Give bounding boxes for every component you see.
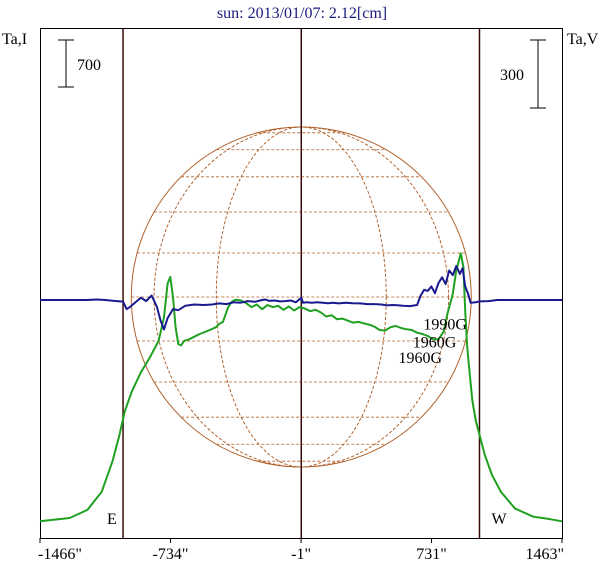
- x-tick-label: -734": [153, 546, 189, 563]
- x-tick-label: 1463": [525, 546, 564, 563]
- x-tick-labels: -1466" -734" -1" 731" 1463": [38, 538, 564, 563]
- right-axis-label: Ta,V: [567, 31, 599, 48]
- field-strength-annotation: 1960G: [413, 334, 457, 351]
- right-scale-value: 300: [500, 67, 524, 84]
- polarization-series: [40, 265, 562, 331]
- right-scale-bar: [530, 39, 546, 109]
- left-scale-bar: [58, 39, 74, 88]
- x-tick-label: 731": [416, 546, 447, 563]
- limb-label: E: [107, 511, 117, 528]
- longitude-line: [153, 126, 449, 468]
- field-strength-annotation: 1990G: [423, 316, 467, 333]
- left-axis-label: Ta,I: [2, 31, 27, 48]
- x-tick-label: -1": [291, 546, 311, 563]
- limb-label: W: [491, 511, 507, 528]
- left-scale-value: 700: [77, 57, 101, 74]
- series-layer: [39, 252, 563, 523]
- chart-title: sun: 2013/01/07: 2.12[cm]: [217, 5, 387, 22]
- field-strength-annotation: 1960G: [398, 350, 442, 367]
- intensity-series: [39, 252, 563, 523]
- x-tick-label: -1466": [38, 546, 82, 563]
